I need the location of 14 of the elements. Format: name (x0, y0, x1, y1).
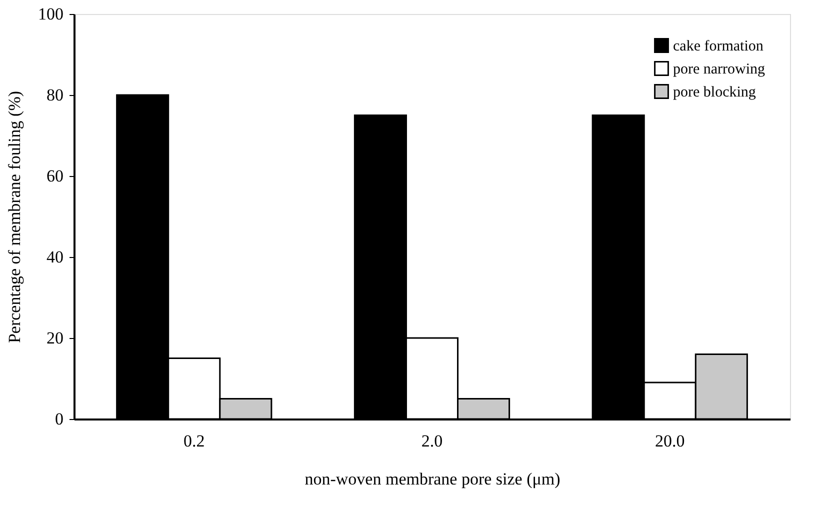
y-tick-label: 60 (46, 166, 64, 186)
x-tick-label: 20.0 (655, 432, 685, 450)
legend-label: cake formation (673, 38, 764, 54)
y-tick-label: 80 (46, 86, 64, 104)
y-tick-label: 20 (46, 328, 64, 348)
y-tick-label: 100 (38, 4, 64, 24)
legend-label: pore narrowing (673, 62, 766, 78)
x-tick-label: 2.0 (421, 432, 443, 450)
legend-label: pore blocking (673, 84, 756, 100)
x-axis-title: non-woven membrane pore size (μm) (304, 470, 560, 488)
y-tick-label: 0 (55, 410, 64, 428)
x-tick-label: 0.2 (184, 432, 205, 450)
y-tick-label: 40 (46, 248, 64, 266)
y-axis-title: Percentage of membrane fouling (%) (5, 90, 24, 344)
